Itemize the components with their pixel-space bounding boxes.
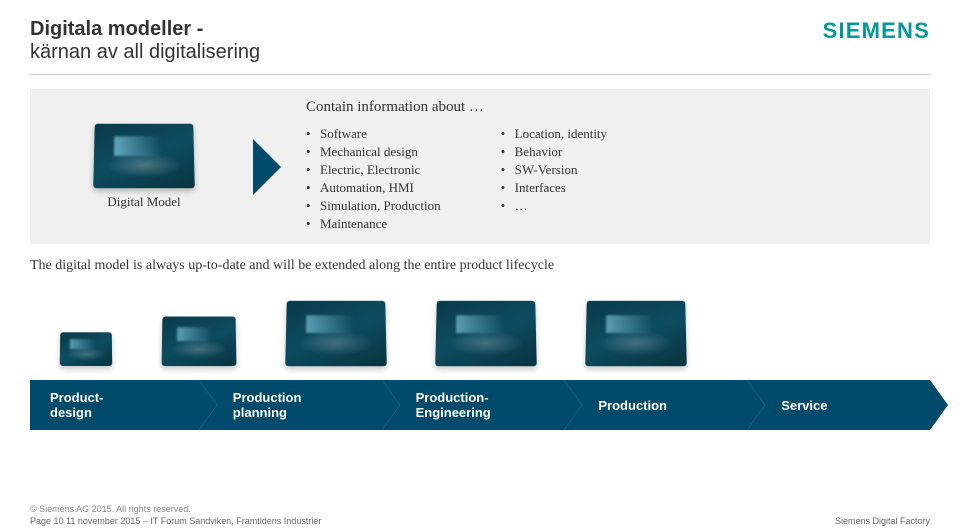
digital-model-cube-icon: [93, 124, 195, 188]
chevron-label: Production: [233, 390, 302, 405]
chevron-production-engineering: Production- Engineering: [382, 380, 565, 430]
info-left: Digital Model: [44, 99, 244, 234]
chevron-row: Product- design Production planning Prod…: [30, 380, 930, 430]
arrow-column: [244, 99, 290, 234]
siemens-logo: SIEMENS: [823, 18, 930, 44]
list-item: Automation, HMI: [306, 180, 441, 196]
divider: [30, 74, 930, 75]
list-item: …: [501, 198, 607, 214]
info-panel: Digital Model Contain information about …: [30, 89, 930, 244]
list-item: Maintenance: [306, 216, 441, 232]
list-item: SW-Version: [501, 162, 607, 178]
footer-left: Page 10 11 november 2015 – IT Forum Sand…: [30, 516, 321, 526]
lifecycle-cube-icon: [435, 301, 537, 366]
list-item: Interfaces: [501, 180, 607, 196]
chevron-label: planning: [233, 405, 287, 420]
lifecycle-statement: The digital model is always up-to-date a…: [30, 258, 930, 274]
chevron-label: Product-: [50, 390, 103, 405]
list-item: Simulation, Production: [306, 198, 441, 214]
lifecycle-cube-icon: [585, 301, 687, 366]
footer-right: Siemens Digital Factory: [835, 516, 930, 526]
lifecycle-cube-icon: [285, 301, 387, 366]
digital-model-label: Digital Model: [107, 194, 180, 210]
chevron-service: Service: [747, 380, 930, 430]
list-item: Location, identity: [501, 126, 607, 142]
header: Digitala modeller - kärnan av all digita…: [0, 0, 960, 74]
info-columns: Software Mechanical design Electric, Ele…: [300, 126, 916, 234]
chevron-production: Production: [564, 380, 747, 430]
list-item: Electric, Electronic: [306, 162, 441, 178]
title-line-2: kärnan av all digitalisering: [30, 41, 960, 64]
title-line-1: Digitala modeller -: [30, 18, 960, 41]
info-col-1: Software Mechanical design Electric, Ele…: [306, 126, 441, 234]
chevron-label: Engineering: [416, 405, 491, 420]
chevron-production-planning: Production planning: [199, 380, 382, 430]
arrow-right-icon: [253, 139, 281, 195]
list-item: Mechanical design: [306, 144, 441, 160]
contain-title: Contain information about …: [306, 99, 916, 116]
info-right: Contain information about … Software Mec…: [290, 99, 916, 234]
footer-row: Page 10 11 november 2015 – IT Forum Sand…: [30, 516, 930, 526]
chevron-label: Production: [598, 398, 667, 413]
footer-copyright: © Siemens AG 2015. All rights reserved.: [30, 504, 930, 514]
footer: © Siemens AG 2015. All rights reserved. …: [30, 504, 930, 526]
chevron-label: design: [50, 405, 92, 420]
chevron-product-design: Product- design: [30, 380, 199, 430]
slide: Digitala modeller - kärnan av all digita…: [0, 0, 960, 532]
chevron-label: Production-: [416, 390, 489, 405]
lifecycle-cube-icon: [60, 332, 112, 366]
list-item: Software: [306, 126, 441, 142]
lifecycle-cube-icon: [162, 317, 237, 367]
list-item: Behavior: [501, 144, 607, 160]
cubes-row: [60, 282, 960, 366]
chevron-label: Service: [781, 398, 827, 413]
info-col-2: Location, identity Behavior SW-Version I…: [501, 126, 607, 234]
